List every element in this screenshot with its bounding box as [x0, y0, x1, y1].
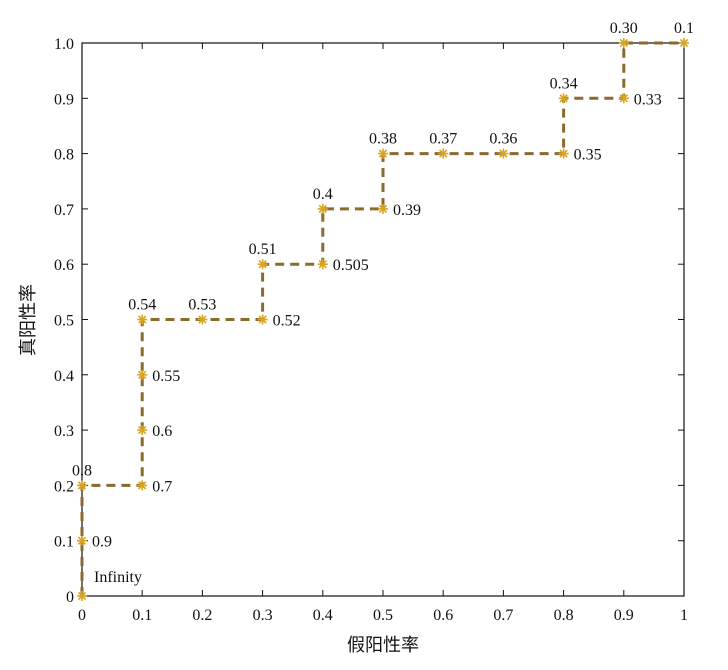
roc-point-marker	[679, 38, 689, 48]
roc-point-marker	[558, 148, 569, 159]
y-tick-label: 0.5	[54, 313, 74, 330]
threshold-label: 0.53	[188, 297, 216, 314]
x-axis-title: 假阳性率	[347, 635, 419, 656]
y-tick-label: 0.7	[54, 202, 74, 219]
threshold-label: 0.33	[634, 91, 662, 108]
threshold-label: Infinity	[94, 569, 142, 586]
threshold-label: 0.34	[550, 75, 578, 92]
y-tick-label: 1.0	[54, 36, 74, 53]
roc-point-marker	[317, 259, 328, 270]
threshold-label: 0.54	[128, 297, 156, 314]
roc-point-marker	[137, 425, 148, 436]
y-tick-label: 0.4	[54, 368, 74, 385]
x-tick-label: 0.8	[554, 607, 574, 624]
threshold-label: 0.6	[152, 423, 172, 440]
threshold-label: 0.505	[333, 257, 369, 274]
threshold-label: 0.38	[369, 131, 397, 148]
roc-point-marker	[618, 93, 629, 104]
x-tick-label: 0.5	[373, 607, 393, 624]
roc-point-marker	[137, 314, 148, 325]
threshold-label: 0.36	[489, 131, 517, 148]
roc-series	[77, 38, 689, 601]
threshold-label: 0.7	[152, 478, 172, 495]
y-tick-label: 0.2	[54, 478, 74, 495]
roc-point-marker	[438, 148, 449, 159]
x-tick-label: 0.6	[433, 607, 453, 624]
x-tick-label: 0.4	[313, 607, 333, 624]
roc-point-marker	[137, 369, 148, 380]
roc-point-marker	[257, 314, 268, 325]
threshold-label: 0.30	[610, 20, 638, 37]
threshold-label: 0.4	[313, 186, 333, 203]
x-tick-label: 0.3	[253, 607, 273, 624]
y-tick-label: 0	[66, 589, 74, 606]
y-tick-label: 0.9	[54, 91, 74, 108]
roc-point-marker	[378, 203, 388, 214]
roc-point-marker	[77, 480, 87, 491]
threshold-label: 0.9	[92, 534, 112, 551]
roc-point-marker	[618, 38, 629, 48]
point-labels: Infinity 0.9 0.8 0.7 0.6 0.55 0.54 0.53 0.52 0.51…	[72, 20, 694, 586]
y-tick-label: 0.6	[54, 257, 74, 274]
roc-point-marker	[77, 535, 87, 546]
x-tick-label: 1	[680, 607, 688, 624]
roc-point-marker	[257, 259, 268, 270]
threshold-label: 0.51	[249, 241, 277, 258]
roc-point-marker	[197, 314, 208, 325]
roc-point-marker	[137, 480, 148, 491]
x-tick-label: 0	[78, 607, 86, 624]
roc-point-marker	[77, 591, 87, 601]
threshold-label: 0.52	[273, 313, 301, 330]
x-tick-label: 0.7	[493, 607, 513, 624]
axis-ticks: 0 0.1 0.2 0.3 0.4 0.5 0.6 0.7 0.8 0.9 1 0 0.1 0.2 0.3 0…	[54, 36, 688, 624]
threshold-label: 0.1	[674, 20, 694, 37]
x-tick-label: 0.9	[614, 607, 634, 624]
threshold-label: 0.35	[574, 147, 602, 164]
y-tick-label: 0.3	[54, 423, 74, 440]
threshold-label: 0.55	[152, 368, 180, 385]
y-tick-label: 0.8	[54, 147, 74, 164]
y-axis-title: 真阳性率	[18, 284, 39, 356]
x-tick-label: 0.2	[192, 607, 212, 624]
y-tick-label: 0.1	[54, 534, 74, 551]
x-tick-label: 0.1	[132, 607, 152, 624]
threshold-label: 0.39	[393, 202, 421, 219]
roc-point-marker	[558, 93, 569, 104]
roc-line	[80, 41, 684, 596]
threshold-label: 0.37	[429, 131, 457, 148]
roc-point-marker	[317, 203, 328, 214]
roc-point-marker	[498, 148, 509, 159]
roc-point-marker	[378, 148, 388, 159]
threshold-label: 0.8	[72, 462, 92, 479]
